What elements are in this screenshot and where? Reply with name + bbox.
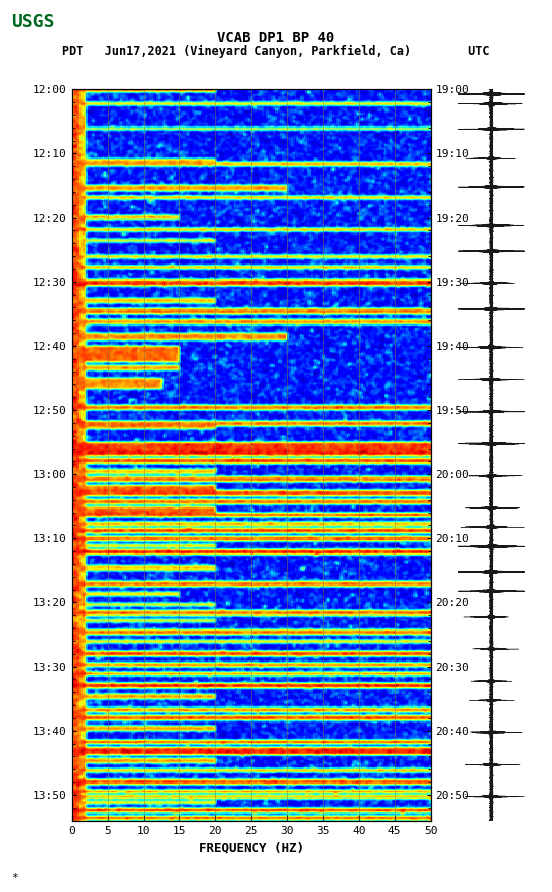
Text: *: *: [11, 873, 18, 883]
Text: VCAB DP1 BP 40: VCAB DP1 BP 40: [217, 31, 335, 45]
Text: PDT   Jun17,2021 (Vineyard Canyon, Parkfield, Ca)        UTC: PDT Jun17,2021 (Vineyard Canyon, Parkfie…: [62, 45, 490, 58]
Text: USGS: USGS: [11, 13, 55, 31]
X-axis label: FREQUENCY (HZ): FREQUENCY (HZ): [199, 841, 304, 854]
